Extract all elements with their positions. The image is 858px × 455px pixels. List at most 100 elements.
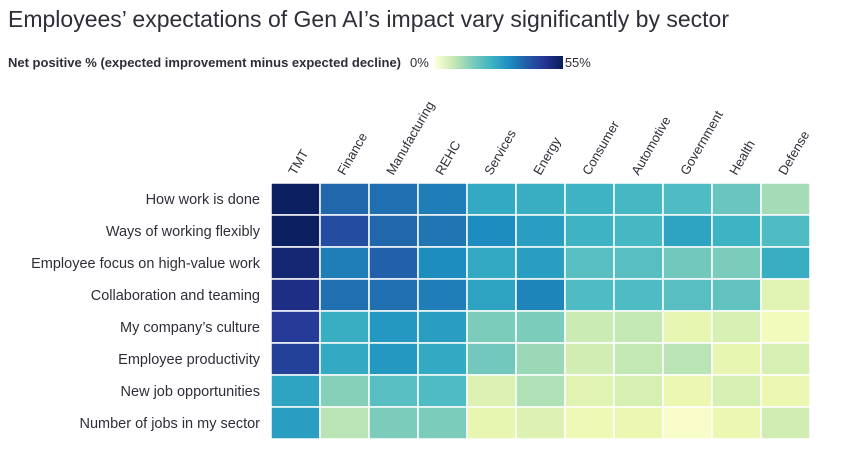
heatmap-cell-ways-of-working-flexibly-finance (319, 214, 370, 248)
heatmap-cell-employee-productivity-defense (760, 342, 811, 376)
heatmap-cell-employee-focus-on-high-value-work-health (711, 246, 762, 280)
heatmap-cell-my-company-s-culture-rehc (417, 310, 468, 344)
heatmap-cell-new-job-opportunities-services (466, 374, 517, 408)
heatmap-cell-ways-of-working-flexibly-rehc (417, 214, 468, 248)
heatmap-cell-number-of-jobs-in-my-sector-government (662, 406, 713, 440)
heatmap-cell-employee-productivity-finance (319, 342, 370, 376)
heatmap-cell-collaboration-and-teaming-consumer (564, 278, 615, 312)
heatmap-cell-employee-focus-on-high-value-work-defense (760, 246, 811, 280)
heatmap-cell-number-of-jobs-in-my-sector-consumer (564, 406, 615, 440)
heatmap-cell-number-of-jobs-in-my-sector-automotive (613, 406, 664, 440)
heatmap-cell-how-work-is-done-consumer (564, 182, 615, 216)
heatmap-cell-new-job-opportunities-government (662, 374, 713, 408)
heatmap-cell-my-company-s-culture-government (662, 310, 713, 344)
heatmap-cell-new-job-opportunities-health (711, 374, 762, 408)
column-label-services: Services (481, 126, 519, 177)
heatmap-cell-collaboration-and-teaming-health (711, 278, 762, 312)
column-label-defense: Defense (775, 128, 812, 177)
column-label-government: Government (677, 108, 726, 178)
heatmap-cell-employee-productivity-consumer (564, 342, 615, 376)
heatmap-cell-my-company-s-culture-defense (760, 310, 811, 344)
heatmap-cell-how-work-is-done-services (466, 182, 517, 216)
heatmap-cell-new-job-opportunities-defense (760, 374, 811, 408)
heatmap-cell-my-company-s-culture-health (711, 310, 762, 344)
heatmap-cell-ways-of-working-flexibly-health (711, 214, 762, 248)
heatmap-cell-ways-of-working-flexibly-automotive (613, 214, 664, 248)
heatmap-cell-how-work-is-done-tmt (270, 182, 321, 216)
heatmap-cell-collaboration-and-teaming-government (662, 278, 713, 312)
heatmap-cell-employee-productivity-manufacturing (368, 342, 419, 376)
heatmap-cell-how-work-is-done-finance (319, 182, 370, 216)
heatmap-cell-employee-productivity-rehc (417, 342, 468, 376)
heatmap-cell-ways-of-working-flexibly-tmt (270, 214, 321, 248)
heatmap-cell-employee-focus-on-high-value-work-government (662, 246, 713, 280)
heatmap-cell-number-of-jobs-in-my-sector-finance (319, 406, 370, 440)
heatmap-cell-collaboration-and-teaming-services (466, 278, 517, 312)
heatmap-cell-ways-of-working-flexibly-defense (760, 214, 811, 248)
column-label-energy: Energy (530, 134, 564, 178)
heatmap-cell-employee-productivity-services (466, 342, 517, 376)
chart-title: Employees’ expectations of Gen AI’s impa… (8, 6, 729, 32)
heatmap-cell-new-job-opportunities-finance (319, 374, 370, 408)
heatmap-cell-number-of-jobs-in-my-sector-defense (760, 406, 811, 440)
heatmap-cell-collaboration-and-teaming-rehc (417, 278, 468, 312)
heatmap-cell-employee-focus-on-high-value-work-consumer (564, 246, 615, 280)
heatmap-cell-how-work-is-done-defense (760, 182, 811, 216)
heatmap-cell-employee-focus-on-high-value-work-manufacturing (368, 246, 419, 280)
heatmap-cell-new-job-opportunities-automotive (613, 374, 664, 408)
heatmap-cell-employee-productivity-energy (515, 342, 566, 376)
heatmap-cell-employee-productivity-automotive (613, 342, 664, 376)
heatmap-cell-ways-of-working-flexibly-energy (515, 214, 566, 248)
heatmap-cell-how-work-is-done-energy (515, 182, 566, 216)
legend-max-label: 55% (564, 54, 591, 70)
heatmap-cell-ways-of-working-flexibly-services (466, 214, 517, 248)
heatmap-cell-new-job-opportunities-tmt (270, 374, 321, 408)
heatmap-cell-how-work-is-done-automotive (613, 182, 664, 216)
heatmap-cell-my-company-s-culture-finance (319, 310, 370, 344)
heatmap-cell-new-job-opportunities-rehc (417, 374, 468, 408)
heatmap-cell-employee-productivity-tmt (270, 342, 321, 376)
legend-min-label: 0% (410, 54, 429, 70)
column-label-finance: Finance (334, 130, 370, 178)
heatmap-cell-new-job-opportunities-energy (515, 374, 566, 408)
heatmap-cell-my-company-s-culture-consumer (564, 310, 615, 344)
color-legend: Net positive % (expected improvement min… (8, 53, 591, 71)
heatmap-cell-number-of-jobs-in-my-sector-energy (515, 406, 566, 440)
row-label-ways-of-working-flexibly: Ways of working flexibly (106, 224, 261, 240)
heatmap-cell-collaboration-and-teaming-defense (760, 278, 811, 312)
heatmap-cell-my-company-s-culture-automotive (613, 310, 664, 344)
heatmap-cell-how-work-is-done-health (711, 182, 762, 216)
heatmap-cell-collaboration-and-teaming-tmt (270, 278, 321, 312)
heatmap-cell-collaboration-and-teaming-energy (515, 278, 566, 312)
heatmap-cell-employee-focus-on-high-value-work-energy (515, 246, 566, 280)
column-label-tmt: TMT (285, 147, 311, 178)
heatmap-cell-employee-productivity-government (662, 342, 713, 376)
heatmap-cell-ways-of-working-flexibly-government (662, 214, 713, 248)
heatmap-cell-my-company-s-culture-manufacturing (368, 310, 419, 344)
heatmap-cell-number-of-jobs-in-my-sector-tmt (270, 406, 321, 440)
heatmap-cell-collaboration-and-teaming-manufacturing (368, 278, 419, 312)
heatmap-cell-number-of-jobs-in-my-sector-services (466, 406, 517, 440)
heatmap-cell-number-of-jobs-in-my-sector-rehc (417, 406, 468, 440)
heatmap-cell-my-company-s-culture-tmt (270, 310, 321, 344)
heatmap-cell-employee-focus-on-high-value-work-automotive (613, 246, 664, 280)
row-label-how-work-is-done: How work is done (146, 192, 260, 208)
row-label-my-company-s-culture: My company’s culture (120, 320, 260, 336)
column-label-manufacturing: Manufacturing (383, 99, 437, 178)
heatmap-cell-new-job-opportunities-manufacturing (368, 374, 419, 408)
heatmap-cell-how-work-is-done-manufacturing (368, 182, 419, 216)
heatmap-cell-employee-focus-on-high-value-work-services (466, 246, 517, 280)
column-label-rehc: REHC (432, 138, 463, 177)
heatmap-cell-collaboration-and-teaming-automotive (613, 278, 664, 312)
row-label-collaboration-and-teaming: Collaboration and teaming (91, 288, 260, 304)
column-label-consumer: Consumer (579, 117, 622, 177)
heatmap-cell-ways-of-working-flexibly-manufacturing (368, 214, 419, 248)
heatmap-cell-how-work-is-done-rehc (417, 182, 468, 216)
heatmap-cell-number-of-jobs-in-my-sector-manufacturing (368, 406, 419, 440)
row-label-number-of-jobs-in-my-sector: Number of jobs in my sector (79, 416, 260, 432)
heatmap-cell-employee-productivity-health (711, 342, 762, 376)
heatmap-cell-employee-focus-on-high-value-work-finance (319, 246, 370, 280)
heatmap-cell-employee-focus-on-high-value-work-tmt (270, 246, 321, 280)
row-label-new-job-opportunities: New job opportunities (121, 384, 260, 400)
